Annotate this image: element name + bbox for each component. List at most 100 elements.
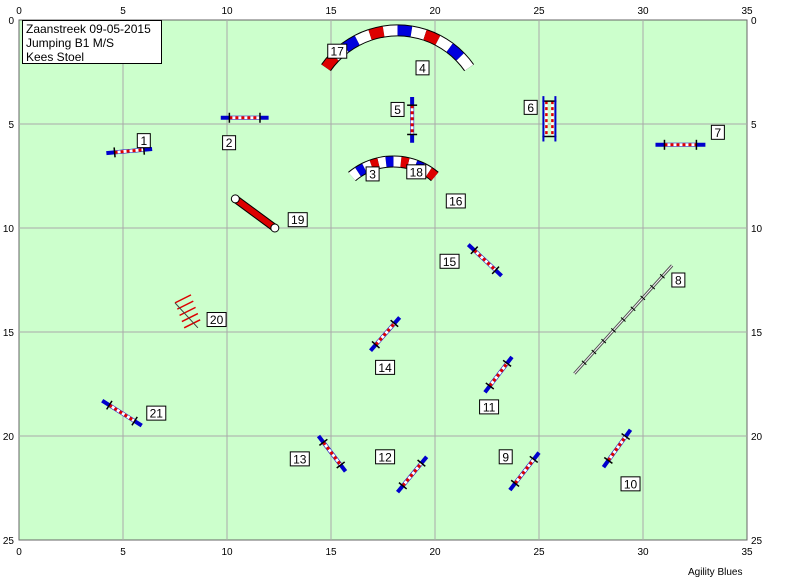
weave-pole — [181, 312, 199, 323]
weave-pole — [179, 306, 196, 317]
stand — [398, 482, 408, 490]
y-tick-right: 10 — [751, 224, 763, 235]
obstacle-number-box — [620, 476, 641, 492]
slat — [650, 284, 656, 290]
obstacle-10 — [601, 428, 633, 469]
tunnel-segment — [446, 43, 464, 61]
obstacle-number-box — [146, 405, 167, 421]
stand — [529, 455, 539, 464]
x-tick-top: 5 — [120, 6, 126, 17]
x-tick-bottom: 15 — [325, 547, 337, 558]
tunnel-segment — [456, 53, 474, 71]
y-tick-left: 20 — [3, 432, 15, 443]
course-info-box: Zaanstreek 09-05-2015 Jumping B1 M/S Kee… — [22, 20, 162, 64]
tunnel-segment — [382, 25, 398, 37]
tunnel-segment — [369, 158, 380, 171]
obstacle-number: 20 — [210, 313, 224, 327]
obstacle-9 — [508, 451, 541, 492]
y-tick-left: 5 — [8, 120, 14, 131]
y-tick-left: 0 — [8, 16, 14, 27]
x-tick-top: 10 — [221, 6, 233, 17]
obstacle-number-box — [439, 253, 460, 269]
slat — [640, 295, 646, 301]
y-tick-left: 15 — [3, 328, 15, 339]
stand — [390, 319, 399, 328]
stand — [491, 266, 500, 275]
tunnel-segment — [377, 156, 387, 169]
obstacle-20 — [174, 294, 201, 329]
obstacle-2 — [220, 112, 269, 123]
stand — [417, 459, 426, 467]
obstacle-number: 8 — [675, 274, 682, 288]
obstacle-number-box — [222, 135, 237, 151]
stand — [336, 461, 346, 469]
obstacle-number: 12 — [378, 450, 392, 464]
obstacle-number-box — [327, 43, 348, 59]
obstacle-number: 16 — [449, 194, 463, 208]
pole-stripes — [374, 322, 396, 346]
tunnel-segment — [368, 26, 385, 40]
slat — [591, 349, 597, 355]
obstacle-number: 18 — [410, 165, 424, 179]
slat — [610, 327, 617, 333]
judge-name: Kees Stoel — [26, 50, 85, 64]
y-tick-right: 5 — [751, 120, 757, 131]
tunnel-segment — [400, 156, 410, 169]
x-tick-bottom: 0 — [16, 547, 22, 558]
tunnel-segment — [354, 30, 372, 45]
obstacle-number: 21 — [150, 407, 164, 421]
y-tick-right: 15 — [751, 328, 763, 339]
x-tick-bottom: 5 — [120, 547, 126, 558]
obstacle-number-box — [365, 166, 380, 182]
stand — [470, 246, 479, 255]
y-tick-right: 25 — [751, 536, 763, 547]
obstacle-14 — [369, 316, 402, 353]
x-tick-top: 25 — [533, 6, 545, 17]
obstacle-number: 17 — [331, 45, 345, 59]
tunnel-segment — [397, 25, 413, 37]
event-title: Zaanstreek 09-05-2015 — [26, 22, 151, 36]
obstacle-number-box — [375, 449, 396, 465]
stand — [113, 147, 116, 158]
slat — [659, 273, 665, 279]
obstacle-number: 14 — [378, 361, 392, 375]
pole-stripes — [401, 462, 423, 487]
obstacle-1 — [106, 144, 153, 158]
pole-stripes — [322, 441, 342, 466]
x-tick-bottom: 30 — [637, 547, 649, 558]
stand — [621, 432, 631, 441]
x-tick-bottom: 35 — [741, 547, 753, 558]
y-tick-right: 20 — [751, 432, 763, 443]
obstacle-number: 1 — [140, 134, 147, 148]
grid-lines — [19, 20, 747, 540]
pole-stripes — [108, 403, 136, 423]
x-tick-top: 30 — [637, 6, 649, 17]
obstacle-number-box — [287, 212, 308, 228]
tunnel-segment — [426, 167, 439, 181]
chute-end — [230, 194, 240, 204]
class-name: Jumping B1 M/S — [26, 36, 115, 50]
brand-footer: Agility Blues — [688, 567, 743, 578]
obstacle-5 — [407, 96, 418, 143]
obstacle-number-box — [498, 449, 513, 465]
weave-pole — [174, 294, 192, 304]
obstacle-number: 9 — [502, 450, 509, 464]
tunnel-segment — [348, 167, 361, 181]
obstacle-number: 4 — [419, 61, 426, 75]
obstacle-number-box — [479, 399, 500, 415]
chute-end — [270, 223, 280, 233]
x-tick-top: 0 — [16, 6, 22, 17]
tunnel-segment — [410, 26, 427, 40]
slat — [581, 360, 587, 366]
x-tick-top: 35 — [741, 6, 753, 17]
pole-stripes — [488, 362, 509, 387]
weave-pole — [183, 319, 201, 329]
obstacle-13 — [316, 434, 348, 473]
obstacle-number-box — [671, 272, 686, 288]
tunnel-segment — [435, 35, 453, 52]
y-tick-right: 0 — [751, 16, 757, 27]
obstacle-number: 15 — [443, 255, 457, 269]
x-tick-top: 20 — [429, 6, 441, 17]
